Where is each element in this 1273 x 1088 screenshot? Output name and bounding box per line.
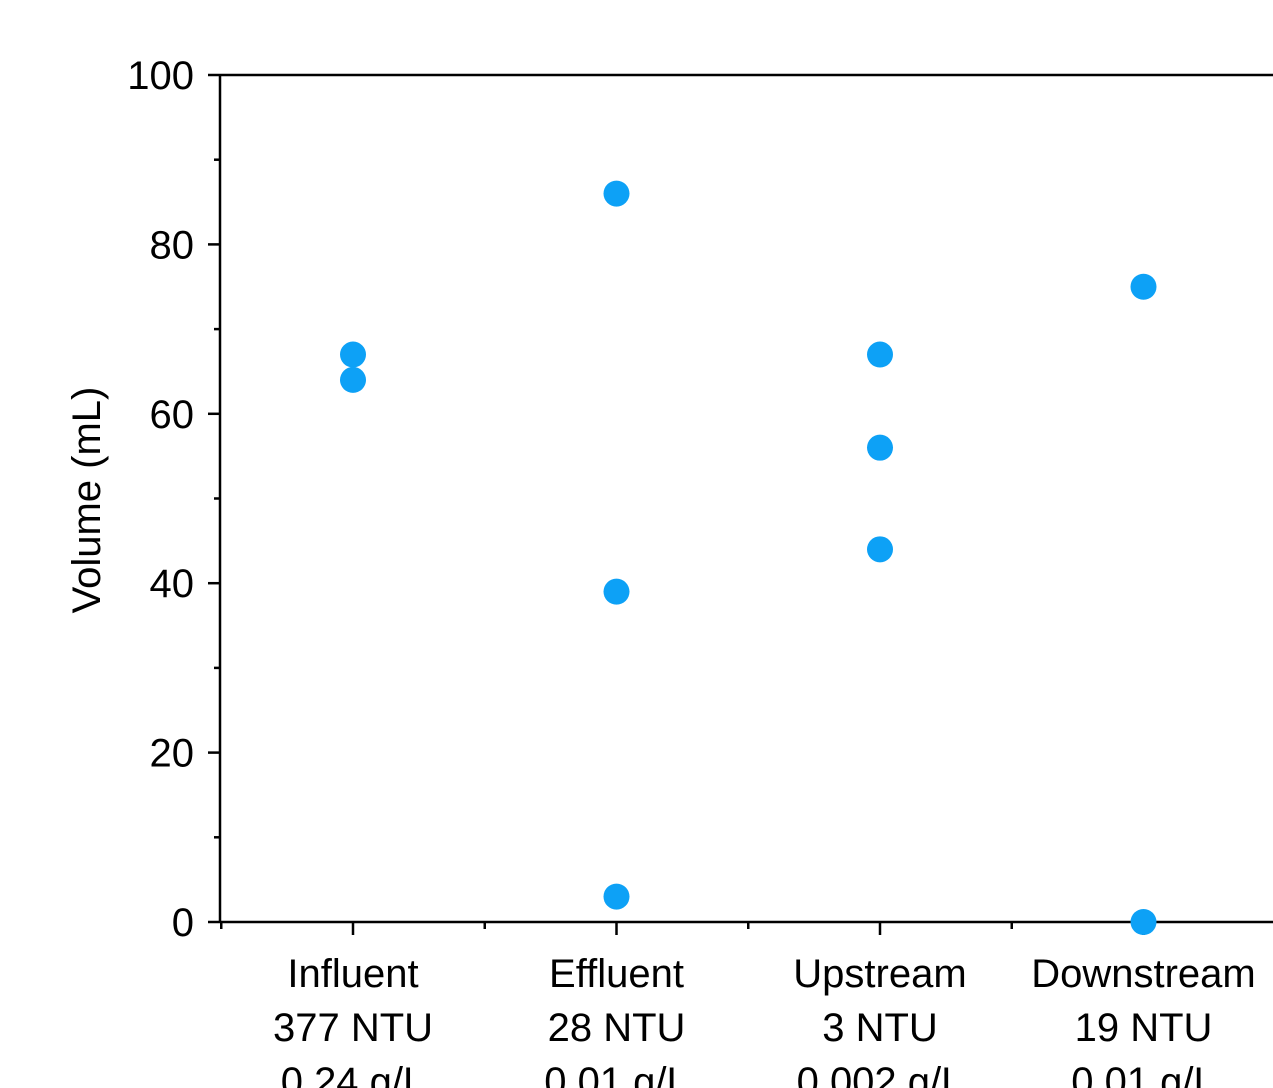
data-point xyxy=(1130,909,1157,935)
y-axis-ticks: 0 20 40 60 80 100 xyxy=(127,54,220,945)
category-label-group: Effluent 28 NTU 0.01 g/L xyxy=(544,952,689,1088)
category-label-line: Downstream xyxy=(1031,952,1256,996)
data-point xyxy=(340,366,366,393)
category-label-line: 3 NTU xyxy=(822,1006,938,1050)
category-label-line: 19 NTU xyxy=(1075,1006,1213,1050)
category-label-line: 0.24 g/L xyxy=(281,1060,426,1088)
category-label-line: Influent xyxy=(287,952,418,996)
category-label-line: 0.01 g/L xyxy=(1071,1060,1216,1088)
category-label-line: 0.01 g/L xyxy=(544,1060,689,1088)
data-point xyxy=(867,536,893,563)
y-tick-label: 40 xyxy=(150,562,195,606)
y-tick-label: 0 xyxy=(172,901,194,945)
category-label-line: Effluent xyxy=(549,952,684,996)
category-label-line: 28 NTU xyxy=(548,1006,686,1050)
category-label-line: 377 NTU xyxy=(273,1006,433,1050)
y-tick-label: 20 xyxy=(150,732,195,776)
category-labels: Influent 377 NTU 0.24 g/L Effluent 28 NTU 0.0… xyxy=(273,952,1256,1088)
category-label-line: 0.002 g/L xyxy=(797,1060,964,1088)
category-label-group: Downstream 19 NTU 0.01 g/L xyxy=(1031,952,1256,1088)
data-point xyxy=(603,883,630,910)
data-point xyxy=(1130,273,1157,300)
category-label-group: Influent 377 NTU 0.24 g/L xyxy=(273,952,433,1088)
y-axis-title: Volume (mL) xyxy=(65,387,109,614)
data-point xyxy=(867,341,893,368)
data-point xyxy=(603,578,630,605)
axes xyxy=(218,73,1273,924)
data-point xyxy=(867,434,893,461)
x-axis-ticks xyxy=(220,922,1145,935)
y-tick-label: 80 xyxy=(150,223,195,267)
data-point xyxy=(340,341,366,368)
y-tick-label: 100 xyxy=(127,54,194,98)
y-tick-label: 60 xyxy=(150,393,195,437)
data-point xyxy=(603,180,630,207)
category-label-group: Upstream 3 NTU 0.002 g/L xyxy=(793,952,966,1088)
category-label-line: Upstream xyxy=(793,952,966,996)
data-points xyxy=(340,180,1157,935)
